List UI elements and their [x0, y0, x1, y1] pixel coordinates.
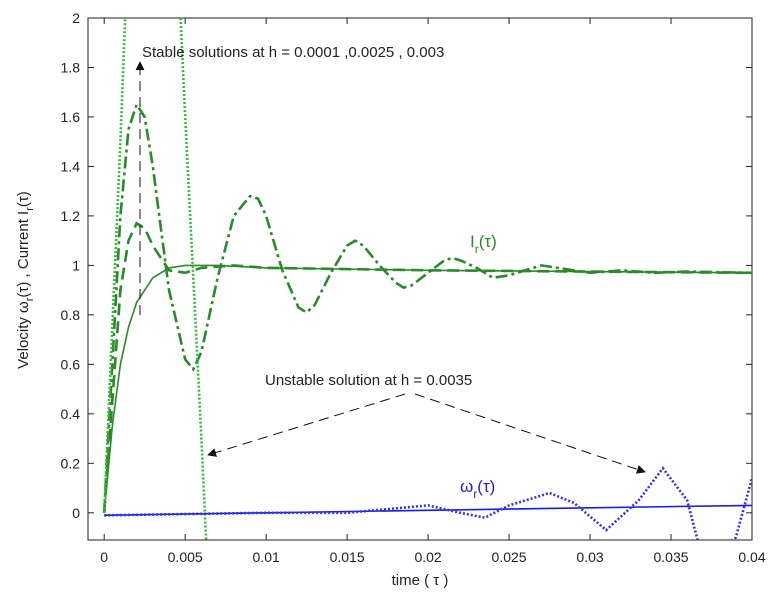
label-part: Velocity ω	[15, 301, 32, 369]
label-part: r	[24, 297, 36, 301]
line-series	[103, 264, 752, 513]
x-tick-label: 0.015	[330, 549, 365, 565]
y-tick-label: 1	[72, 257, 80, 273]
label-part: r	[24, 207, 36, 211]
plot-area	[102, 18, 752, 540]
y-tick-label: 1.4	[61, 158, 81, 174]
line-series	[104, 466, 752, 540]
x-tick-label: 0	[100, 549, 108, 565]
y-tick-label: 0.8	[61, 307, 81, 323]
line-series	[104, 504, 752, 517]
x-tick-label: 0.03	[576, 549, 603, 565]
label-part: ω	[460, 477, 473, 496]
label-part: (τ) , Current I	[15, 211, 32, 298]
line-series	[102, 18, 208, 540]
x-tick-label: 0.01	[253, 549, 280, 565]
label-part: τ	[433, 572, 439, 589]
line-series	[102, 221, 752, 513]
label-part: r	[473, 487, 477, 501]
x-axis-label: time ( τ )	[392, 572, 449, 589]
label-part: time (	[392, 572, 434, 589]
y-tick-label: 0.2	[61, 455, 81, 471]
x-tick-label: 0.04	[738, 549, 765, 565]
x-tick-label: 0.025	[492, 549, 527, 565]
y-tick-label: 0.6	[61, 356, 81, 372]
label-part: I	[470, 232, 475, 251]
y-tick-label: 0	[72, 505, 80, 521]
arrow	[414, 393, 646, 474]
y-tick-label: 0.4	[61, 406, 81, 422]
label-part: r	[475, 242, 479, 256]
y-tick-label: 1.8	[61, 59, 81, 75]
series-label: ωr(τ)	[460, 477, 495, 501]
y-axis-label: Velocity ωr(τ) , Current Ir(τ)	[15, 191, 36, 369]
line-series	[102, 101, 752, 513]
annotation: Unstable solution at h = 0.0035	[265, 372, 472, 389]
x-tick-label: 0.005	[168, 549, 203, 565]
label-part: (τ)	[479, 232, 497, 251]
series-label: Ir(τ)	[470, 232, 497, 256]
y-tick-label: 1.6	[61, 109, 81, 125]
y-tick-label: 1.2	[61, 208, 81, 224]
label-part: (τ)	[15, 191, 32, 207]
arrow	[207, 393, 406, 457]
annotation: Stable solutions at h = 0.0001 ,0.0025 ,…	[142, 44, 444, 61]
y-tick-label: 2	[72, 10, 80, 26]
label-part: (τ)	[477, 477, 495, 496]
x-tick-label: 0.02	[414, 549, 441, 565]
x-tick-label: 0.035	[654, 549, 689, 565]
label-part: )	[439, 572, 448, 589]
